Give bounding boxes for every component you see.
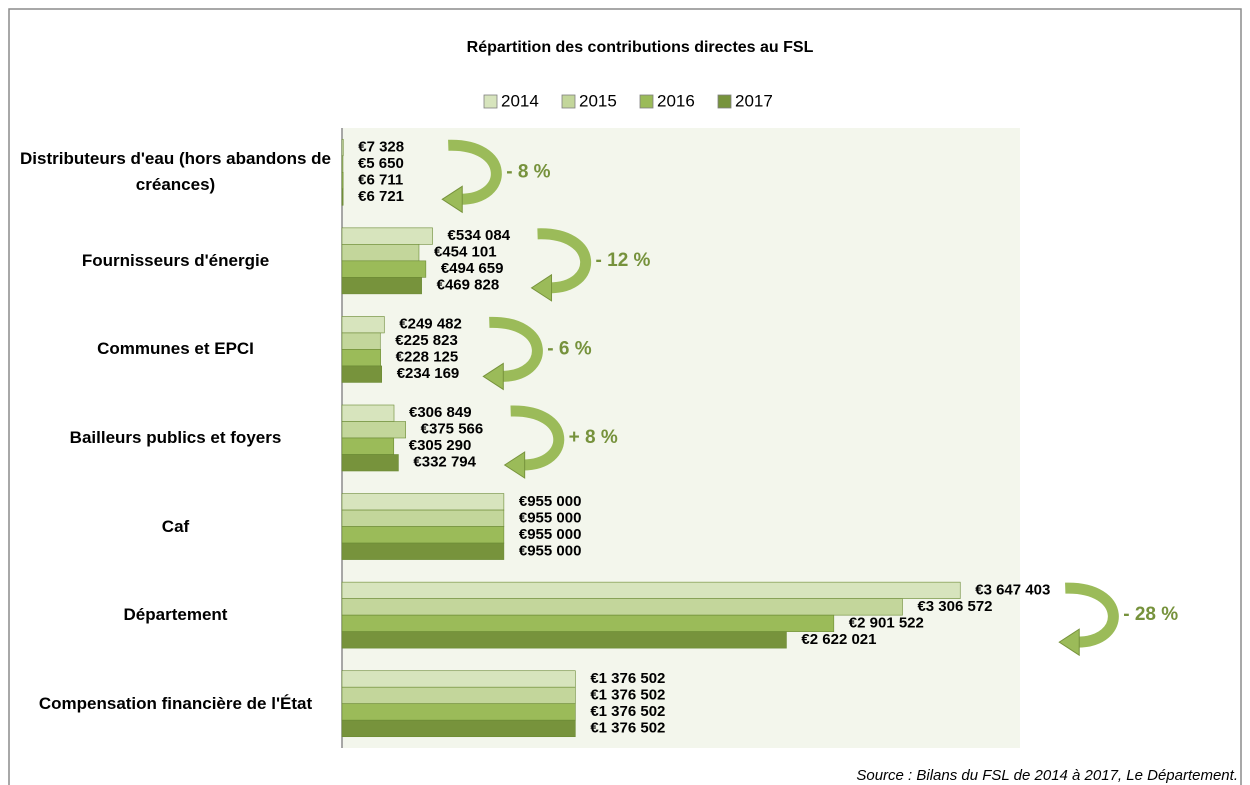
bar — [341, 277, 422, 295]
source: Source : Bilans du FSL de 2014 à 2017, L… — [856, 767, 1238, 784]
bar — [341, 493, 505, 511]
bar — [341, 349, 381, 367]
trend-arrow-head — [503, 451, 526, 479]
bar — [341, 686, 576, 705]
value-label: €306 849 — [409, 404, 472, 421]
bar — [341, 227, 433, 245]
annotation: - 6 % — [547, 338, 591, 359]
value-label: €2 901 522 — [849, 614, 924, 631]
bar — [341, 598, 903, 616]
bar — [341, 260, 427, 278]
bar — [341, 703, 576, 721]
value-label: €955 000 — [519, 526, 582, 543]
bar — [341, 365, 382, 383]
trend-arrow — [537, 228, 592, 294]
trend-arrow — [489, 316, 543, 382]
category-label: Bailleurs publics et foyers — [69, 428, 282, 447]
bar — [341, 244, 420, 262]
bar — [341, 437, 395, 455]
value-label: €1 376 502 — [590, 686, 665, 703]
value-label: €494 659 — [441, 260, 504, 277]
bar — [341, 631, 787, 649]
trend-arrow-head — [530, 273, 553, 302]
legend-swatch — [639, 94, 654, 109]
bar — [341, 581, 961, 599]
value-label: €454 101 — [434, 244, 497, 261]
category-label: Département — [123, 605, 228, 625]
bar — [341, 670, 576, 688]
bar — [341, 454, 399, 472]
annotation: + 8 % — [569, 427, 618, 448]
trend-arrow-head — [482, 362, 504, 391]
legend-swatch — [561, 94, 576, 109]
category-label: Compensation financière de l'État — [38, 693, 313, 713]
category-label: Communes et EPCI — [97, 339, 254, 359]
value-label: €332 794 — [413, 454, 476, 471]
category-label: Fournisseurs d'énergie — [81, 250, 270, 270]
bar — [341, 719, 576, 738]
value-label: €534 084 — [448, 227, 511, 244]
chart-title: Répartition des contributions directes a… — [467, 39, 814, 56]
value-label: €228 125 — [396, 349, 459, 366]
legend-label: 2015 — [579, 91, 617, 110]
value-label: €2 622 021 — [801, 631, 876, 648]
value-label: €1 376 502 — [590, 719, 665, 736]
bar — [341, 404, 395, 422]
bar — [341, 542, 505, 560]
trend-arrow — [510, 405, 565, 471]
value-label: €305 290 — [409, 437, 472, 454]
bar — [341, 155, 344, 173]
value-label: €6 711 — [358, 172, 403, 189]
bar — [341, 171, 344, 190]
annotation: - 8 % — [506, 161, 550, 182]
bar — [341, 332, 381, 350]
value-label: €955 000 — [519, 493, 582, 510]
trend-arrow-head — [1058, 628, 1080, 657]
bar — [341, 526, 505, 544]
trend-arrow — [448, 139, 502, 205]
trend-arrow — [1065, 582, 1119, 648]
legend-swatch — [483, 94, 498, 109]
legend-label: 2014 — [501, 91, 539, 110]
value-label: €225 823 — [395, 332, 458, 349]
value-label: €7 328 — [358, 139, 404, 156]
legend-label: 2016 — [657, 91, 695, 110]
bar — [341, 421, 406, 439]
legend-swatch — [717, 94, 732, 109]
annotation: - 28 % — [1123, 604, 1178, 625]
bar — [341, 316, 385, 334]
value-label: €1 376 502 — [590, 670, 665, 687]
trend-arrow-head — [441, 185, 463, 214]
value-label: €249 482 — [399, 316, 462, 333]
value-label: €3 306 572 — [917, 598, 992, 615]
value-label: €1 376 502 — [590, 703, 665, 720]
value-label: €469 828 — [437, 277, 500, 294]
bar — [341, 188, 344, 206]
value-label: €955 000 — [519, 509, 582, 526]
value-label: €234 169 — [397, 365, 460, 382]
annotation: - 12 % — [596, 250, 651, 271]
legend-label: 2017 — [735, 91, 773, 110]
value-label: €955 000 — [519, 542, 582, 559]
category-label: Distributeurs d'eau (hors abandons de cr… — [19, 149, 332, 195]
bar — [341, 138, 344, 157]
value-label: €3 647 403 — [975, 581, 1050, 598]
frame — [8, 8, 1242, 785]
value-label: €375 566 — [421, 421, 484, 438]
bar — [341, 614, 835, 632]
category-label: Caf — [161, 516, 190, 536]
value-label: €6 721 — [358, 188, 404, 205]
bar — [341, 509, 505, 527]
value-label: €5 650 — [358, 155, 404, 172]
